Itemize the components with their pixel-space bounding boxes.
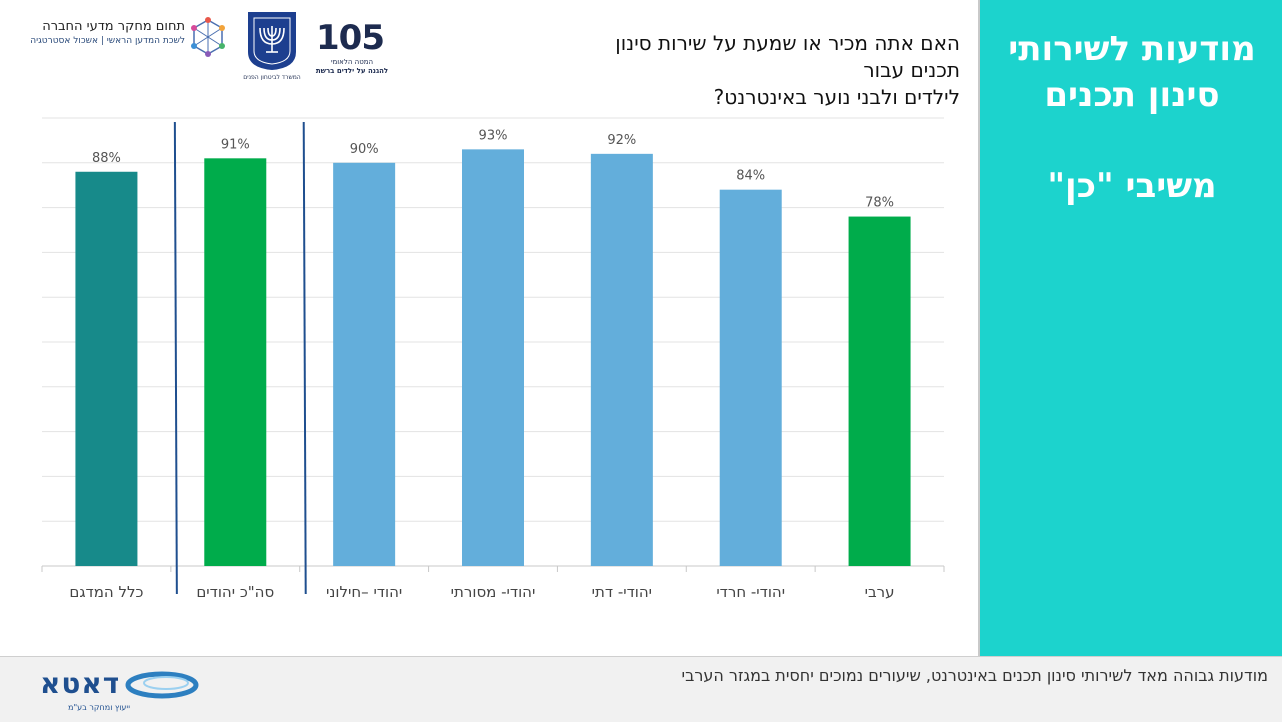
footer-bar: מודעות גבוהה מאד לשירותי סינון תכנים באי… (0, 656, 1282, 722)
company-tagline: ייעוץ ומחקר בע"מ (68, 703, 130, 712)
state-emblem-logo: המשרד לביטחון הפנים (243, 8, 301, 84)
hotline-number: 105 (316, 18, 385, 58)
research-unit-logo-text: תחום מחקר מדעי החברה לשכת המדען הראשי | … (10, 18, 185, 48)
category-label: יהודי- מסורתי (451, 583, 536, 601)
company-name: דאטא (40, 667, 121, 700)
swoosh-icon (125, 671, 199, 699)
hotline-caption2: להגנה על ילדים ברשת (315, 67, 389, 75)
bar (848, 216, 911, 566)
category-label: כלל המדגם (69, 583, 143, 601)
category-label: יהודי- דתי (592, 583, 652, 601)
hotline-caption1: המטה הלאומי (330, 58, 374, 66)
category-label: יהודי –חילוני (326, 583, 402, 601)
ministry-caption: המשרד לביטחון הפנים (243, 74, 301, 81)
bar (719, 189, 782, 566)
bar-value-label: 91% (221, 137, 250, 152)
research-unit-line1: תחום מחקר מדעי החברה (42, 19, 185, 34)
bar-value-label: 90% (350, 142, 379, 157)
side-panel-title: מודעות לשירותי סינון תכנים (980, 26, 1282, 118)
question-line1: האם אתה מכיר או שמעת על שירות סינון תכני… (615, 31, 960, 82)
bar-value-label: 84% (736, 169, 765, 184)
bar (204, 158, 267, 566)
category-label: ערבי (865, 583, 895, 601)
side-title-line1: מודעות לשירותי (1008, 29, 1256, 69)
menorah-emblem-icon (248, 12, 296, 70)
network-icon (191, 17, 225, 57)
category-label: סה"כ יהודים (196, 583, 274, 601)
bar (462, 149, 524, 567)
bar-value-label: 93% (479, 128, 508, 143)
data-company-logo: דאטא ייעוץ ומחקר בע"מ (40, 663, 205, 717)
research-unit-line2: לשכת המדען הראשי | אשכול אסטרטגיה (30, 36, 185, 46)
bar-value-label: 92% (607, 133, 636, 148)
footer-note: מודעות גבוהה מאד לשירותי סינון תכנים באי… (681, 666, 1268, 685)
side-panel: מודעות לשירותי סינון תכנים משיבי "כן" (978, 0, 1282, 656)
category-label: יהודי- חרדי (716, 583, 785, 601)
bar (333, 162, 396, 567)
side-panel-subtitle: משיבי "כן" (1047, 166, 1217, 206)
question-line2: לילדים ולבני נוער באינטרנט? (713, 85, 960, 109)
bar-value-label: 78% (865, 196, 894, 211)
survey-question: האם אתה מכיר או שמעת על שירות סינון תכני… (560, 30, 960, 111)
group-separator-line (302, 121, 307, 595)
group-separator-line (173, 121, 178, 595)
side-title-line2: סינון תכנים (1044, 75, 1220, 115)
bar (590, 153, 653, 566)
hotline-105-logo: 105 המטה הלאומי להגנה על ילדים ברשת (312, 18, 392, 78)
awareness-bar-chart: 88% כלל המדגם 91% סה"כ יהודים 90% יהודי –חילו… (41, 117, 945, 601)
bar-value-label: 88% (92, 151, 121, 166)
bar (75, 171, 138, 566)
